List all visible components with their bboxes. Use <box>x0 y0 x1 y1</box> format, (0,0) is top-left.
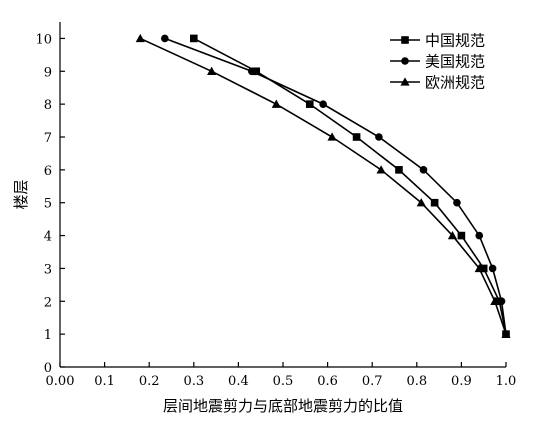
data-point <box>479 264 488 273</box>
y-tick-label: 7 <box>44 131 52 146</box>
data-point <box>161 34 169 43</box>
data-point <box>319 100 327 108</box>
data-point <box>352 133 361 141</box>
x-tick-label: 0.9 <box>451 374 472 389</box>
y-tick-label: 0 <box>44 361 52 376</box>
series-line <box>193 37 507 335</box>
legend-marker <box>401 57 409 65</box>
data-point <box>135 33 145 43</box>
x-tick-label: 0.7 <box>362 374 383 389</box>
data-point <box>327 132 337 141</box>
data-point <box>474 263 484 273</box>
x-tick-label: 0.3 <box>183 374 204 389</box>
y-tick-label: 4 <box>44 230 52 245</box>
x-tick-label: 0.5 <box>273 374 294 389</box>
y-tick-label: 9 <box>44 65 52 80</box>
x-axis-title: 层间地震剪力与底部地震剪力的比值 <box>163 397 403 415</box>
x-tick-label: 0.8 <box>406 374 427 389</box>
data-point <box>376 165 386 174</box>
axes: 0.00 0.1 0.2 0.3 0.4 0.5 0.6 0.7 0.8 0.9 1.0 0 1 2 3 4 5… <box>35 22 516 389</box>
legend-label: 欧洲规范 <box>425 74 485 92</box>
data-point <box>419 166 428 174</box>
y-tick-label: 5 <box>44 197 52 212</box>
y-tick-label: 6 <box>44 164 52 179</box>
data-point <box>501 329 511 338</box>
series-line <box>164 37 507 335</box>
y-tick-label: 1 <box>44 328 52 343</box>
series-layer <box>135 33 511 338</box>
x-tick-label: 0.6 <box>317 374 338 389</box>
data-point <box>305 100 314 108</box>
x-tick-label: 0.1 <box>94 374 115 389</box>
y-tick-label: 8 <box>44 98 52 113</box>
data-point <box>453 198 461 207</box>
data-point <box>430 198 439 207</box>
series-1 <box>190 34 510 338</box>
legend-item: 欧洲规范 <box>390 74 485 92</box>
legend-marker <box>401 36 409 44</box>
y-tick-label: 2 <box>44 295 52 310</box>
data-point <box>207 66 217 75</box>
x-tick-label: 0.4 <box>228 374 249 389</box>
legend-item: 中国规范 <box>390 32 485 50</box>
y-axis-title: 楼层 <box>12 179 30 209</box>
data-point <box>488 264 497 273</box>
data-point <box>271 99 281 108</box>
data-point <box>190 34 198 43</box>
x-tick-label: 0.00 <box>46 374 75 389</box>
data-point <box>447 230 458 240</box>
data-point <box>375 133 383 141</box>
data-point <box>490 296 500 305</box>
data-point <box>252 67 261 76</box>
data-point <box>497 297 506 306</box>
data-point <box>247 67 256 76</box>
data-point <box>395 166 403 174</box>
x-tick-label: 1.0 <box>496 374 517 389</box>
legend-label: 中国规范 <box>425 32 485 50</box>
legend-label: 美国规范 <box>425 53 485 71</box>
data-point <box>475 231 484 240</box>
x-tick-label: 0.2 <box>139 374 160 389</box>
legend-item: 美国规范 <box>390 53 485 71</box>
data-point <box>457 231 466 240</box>
data-point <box>416 198 426 207</box>
legend-marker <box>400 77 410 86</box>
series-2 <box>161 34 510 338</box>
y-tick-label: 3 <box>44 262 52 277</box>
series-3 <box>135 33 511 338</box>
series-line <box>139 37 507 335</box>
y-tick-label: 10 <box>35 32 52 47</box>
